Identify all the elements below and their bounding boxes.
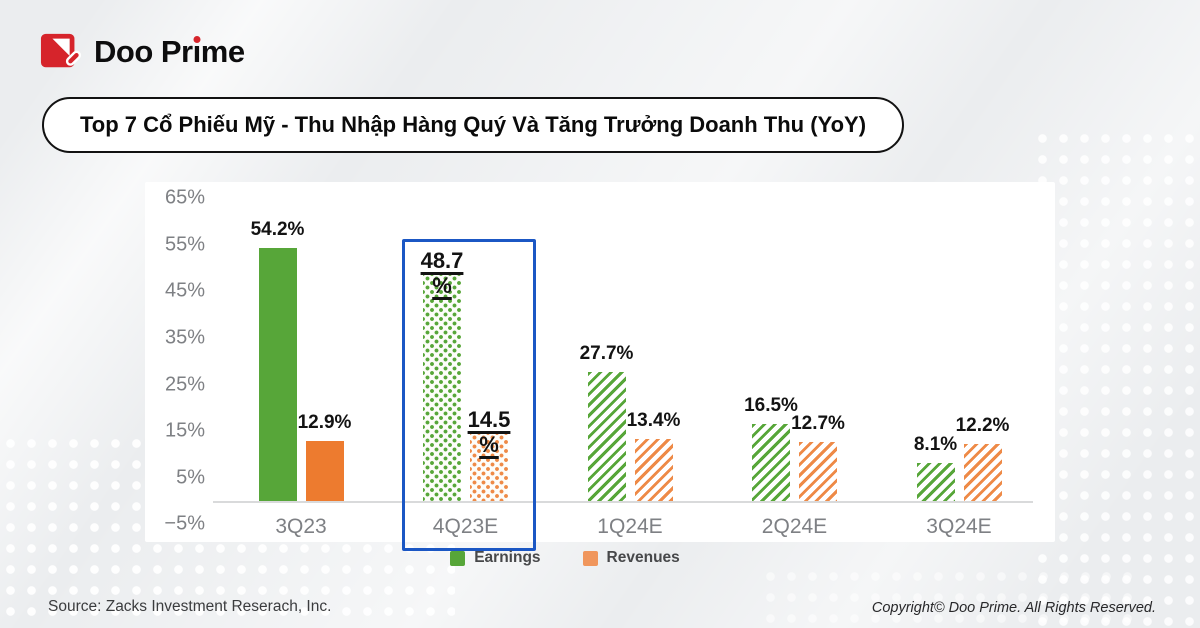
legend-label-revenues: Revenues [606,549,680,566]
legend-swatch-earnings [450,550,466,566]
legend-swatch-revenues [582,550,598,566]
x-axis-label-3q24e: 3Q24E [926,515,992,538]
bar-revenues-4q23e [470,433,508,501]
y-axis-tick-label: 5% [176,466,205,489]
value-label-earnings-1q24e: 27.7% [579,343,634,364]
y-axis-tick-label: 35% [164,326,205,349]
chart-legend: Earnings Revenues [145,549,985,567]
value-label-revenues-2q24e: 12.7% [791,413,845,434]
bar-revenues-2q24e [799,442,837,501]
y-axis-tick-label: 45% [164,279,205,302]
source-note: Source: Zacks Investment Reserach, Inc. [48,598,332,615]
legend-label-earnings: Earnings [474,549,541,566]
chart-card: 65% 55% 45% 35% 25% 15% 5% −5% 54.2% 12.9% 3Q23 48.… [145,182,1055,551]
bar-earnings-1q24e [587,372,626,501]
y-axis-tick-label: 55% [164,233,205,256]
value-label-earnings-3q24e: 8.1% [913,434,958,455]
brand-text-pre: Doo Pr [94,34,193,69]
x-axis-line [213,501,1033,503]
x-axis-label-2q24e: 2Q24E [761,515,828,538]
dot-pattern-right [1032,128,1200,628]
value-label-revenues-1q24e: 13.4% [626,410,681,431]
x-axis-label-4q23e: 4Q23E [432,515,499,538]
y-axis-tick-label: 65% [164,186,205,209]
bar-chart-plot-area: 65% 55% 45% 35% 25% 15% 5% −5% 54.2% 12.9% 3Q23 48.… [145,182,1055,551]
bar-revenues-3q23 [305,441,344,501]
x-axis-label-3q23: 3Q23 [275,515,327,538]
doo-prime-logo-icon [40,33,82,68]
bar-revenues-1q24e [634,439,673,501]
page-title: Top 7 Cổ Phiếu Mỹ - Thu Nhập Hàng Quý Và… [79,112,867,137]
bar-revenues-3q24e [963,444,1002,501]
logo-i-dot [193,36,201,43]
brand-name: Doo Prı me [94,34,245,70]
chart-title-banner: Top 7 Cổ Phiếu Mỹ - Thu Nhập Hàng Quý Và… [42,97,904,153]
y-axis-tick-label: 25% [164,373,205,395]
legend-item-earnings: Earnings [450,549,541,567]
x-axis-label-1q24e: 1Q24E [597,515,663,538]
doo-prime-logo: Doo Prı me [40,30,245,74]
brand-letter-i: ı [192,34,202,69]
value-label-revenues-3q24e: 12.2% [955,415,1010,436]
y-axis-tick-label: 15% [164,419,205,442]
bar-earnings-3q23 [258,248,297,501]
value-label-revenues-4q23e: 14.5% [467,407,511,457]
y-axis-tick-label: −5% [164,512,205,535]
bar-earnings-3q24e [916,463,955,501]
dot-pattern-bottom-right [760,566,1140,628]
legend-item-revenues: Revenues [582,549,680,567]
bar-earnings-4q23e [423,274,461,501]
highlight-box-4q23e [401,239,536,551]
value-label-earnings-4q23e: 48.7% [420,248,464,298]
value-label-earnings-2q24e: 16.5% [744,395,798,416]
brand-text-post: me [200,34,245,69]
bar-earnings-2q24e [752,424,790,501]
value-label-earnings-3q23: 54.2% [250,219,305,240]
value-label-revenues-3q23: 12.9% [297,412,352,433]
copyright-note: Copyright© Doo Prime. All Rights Reserve… [871,600,1156,616]
